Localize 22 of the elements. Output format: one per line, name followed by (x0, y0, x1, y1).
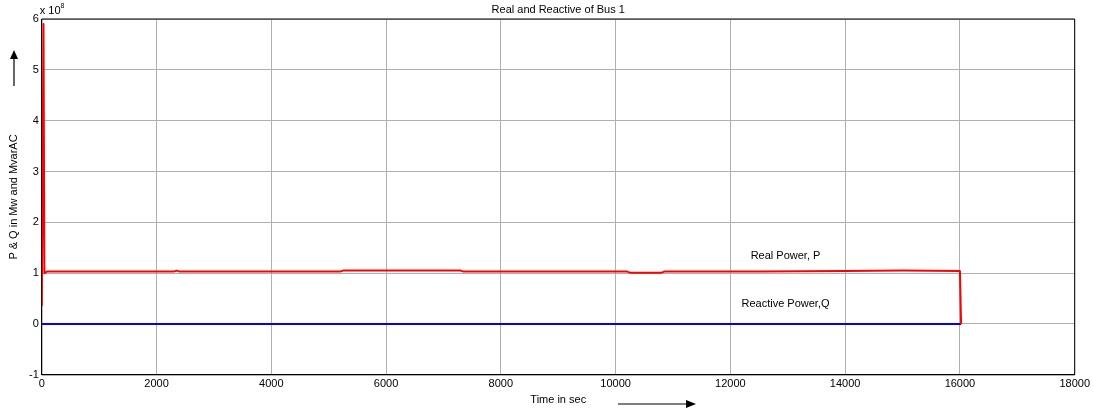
x-axis-title: Time in sec (530, 393, 587, 406)
y-tick-label: 3 (32, 164, 39, 177)
chart-title: Real and Reactive of Bus 1 (491, 3, 625, 16)
y-tick-label: 4 (32, 113, 39, 126)
x-tick-label: 14000 (829, 377, 861, 390)
y-tick-label: 5 (32, 62, 39, 75)
x-tick-label: 10000 (600, 377, 631, 390)
y-tick-label: -1 (29, 367, 39, 380)
series-label: Real Power, P (750, 248, 821, 261)
y-axis-title: P & Q in Mw and MvarAC (7, 134, 20, 260)
series-label: Reactive Power,Q (741, 297, 830, 309)
x-tick-label: 2000 (144, 377, 169, 390)
y-tick-label: 0 (32, 317, 39, 329)
x-tick-label: 18000 (1059, 377, 1090, 390)
x-tick-label: 6000 (373, 377, 399, 390)
x-tick-label: 12000 (715, 377, 746, 390)
x-tick-label: 4000 (259, 377, 284, 390)
x-tick-label: 8000 (488, 377, 514, 390)
y-tick-label: 6 (32, 12, 39, 25)
x-tick-label: 16000 (944, 377, 976, 390)
y-tick-label: 1 (32, 266, 39, 279)
y-tick-label: 2 (32, 215, 39, 228)
